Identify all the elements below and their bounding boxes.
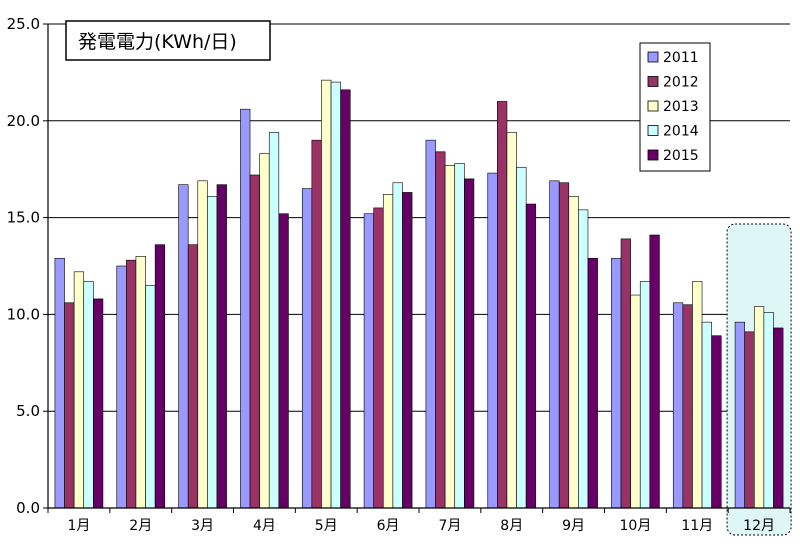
x-tick-label: 8月 [500, 518, 523, 534]
bar-2013-1 [73, 271, 85, 509]
bar-2014-1 [83, 281, 94, 509]
bar-2015-11 [711, 335, 722, 509]
bar-2012-4 [249, 174, 260, 509]
bar-2014-11 [701, 321, 712, 509]
y-tick-label: 15.0 [7, 209, 40, 227]
bar-2012-12 [744, 331, 755, 509]
bar-2013-12 [753, 306, 765, 509]
bar-2013-7 [444, 165, 456, 509]
bar-2015-4 [278, 213, 289, 509]
bar-2014-3 [207, 196, 218, 509]
x-tick-label: 10月 [620, 518, 652, 534]
x-tick-label: 6月 [377, 518, 400, 534]
legend-swatch-2013 [647, 100, 659, 112]
bar-2012-8 [497, 101, 508, 509]
x-tick-label: 3月 [191, 518, 214, 534]
axes [43, 23, 791, 513]
bar-2015-12 [773, 327, 784, 509]
bar-2013-10 [630, 294, 641, 509]
legend-label-2015: 2015 [663, 148, 699, 164]
bar-2012-1 [64, 302, 75, 509]
y-tick-label: 25.0 [7, 15, 40, 33]
x-tick-label: 11月 [681, 518, 713, 534]
bar-2015-8 [525, 203, 537, 509]
bar-2012-2 [126, 259, 137, 509]
bar-2015-10 [649, 234, 660, 509]
bar-2014-10 [639, 281, 651, 509]
bar-2011-7 [425, 139, 436, 509]
bar-2015-9 [587, 257, 598, 509]
bar-2011-1 [54, 257, 65, 509]
bar-2012-7 [435, 151, 446, 509]
bar-2012-5 [311, 139, 322, 509]
x-tick-labels: 1月 2月 3月 4月 5月 6月 7月 8月 9月 10月 11月 12月 [67, 518, 775, 534]
bar-2015-3 [216, 184, 227, 509]
bar-2012-9 [558, 182, 570, 509]
bar-2012-10 [620, 238, 631, 509]
y-tick-label: 10.0 [7, 305, 40, 323]
bar-2013-9 [568, 196, 579, 509]
bar-2011-4 [240, 108, 251, 509]
bar-2011-9 [549, 180, 560, 509]
bar-2014-4 [268, 132, 280, 509]
bar-2013-8 [506, 132, 517, 509]
bar-2013-11 [692, 281, 703, 509]
bar-2012-3 [187, 244, 199, 509]
y-tick-label: 20.0 [7, 112, 40, 130]
bar-2013-6 [382, 194, 394, 509]
bar-2012-11 [682, 304, 693, 509]
y-tick-label: 5.0 [16, 402, 40, 420]
x-tick-label: 1月 [67, 518, 90, 534]
bar-2014-5 [330, 81, 341, 509]
y-tick-labels: 0.0 5.0 10.0 15.0 20.0 25.0 [7, 15, 40, 517]
x-tick-label: 2月 [129, 518, 152, 534]
bar-2011-3 [178, 184, 189, 509]
bar-2011-11 [672, 302, 684, 509]
x-tick-label: 7月 [438, 518, 461, 534]
legend-label-2013: 2013 [663, 99, 699, 115]
bar-2011-12 [734, 321, 745, 509]
y-tick-label: 0.0 [16, 499, 40, 517]
legend: 2011 2012 2013 2014 2015 [639, 42, 711, 172]
bar-2015-5 [340, 89, 351, 509]
bar-2014-8 [516, 166, 527, 509]
chart-title-box: 発電電力(KWh/日) [65, 20, 271, 61]
bar-2011-8 [487, 172, 498, 509]
bar-2014-9 [578, 209, 589, 509]
bar-2014-2 [145, 285, 156, 509]
bar-2013-4 [259, 153, 270, 509]
x-tick-label: 4月 [253, 518, 276, 534]
bar-2013-5 [321, 79, 332, 509]
legend-label-2011: 2011 [663, 50, 699, 66]
legend-swatch-2015 [647, 149, 659, 161]
bar-2011-2 [116, 265, 127, 509]
x-tick-label: 5月 [315, 518, 338, 534]
bar-2015-7 [464, 178, 475, 509]
bar-2011-6 [363, 213, 374, 509]
legend-swatch-2014 [647, 125, 659, 136]
x-tick-label: 9月 [562, 518, 585, 534]
bar-2012-6 [373, 207, 384, 509]
bar-2014-6 [392, 182, 403, 509]
legend-label-2012: 2012 [663, 75, 699, 91]
legend-swatch-2012 [647, 76, 659, 87]
bar-2015-1 [93, 298, 104, 509]
bar-2014-12 [763, 312, 774, 509]
chart-title: 発電電力(KWh/日) [78, 31, 237, 53]
bar-2013-3 [197, 180, 208, 509]
legend-label-2014: 2014 [663, 124, 699, 140]
x-tick-label: 12月 [743, 518, 775, 534]
bars [54, 79, 784, 509]
legend-swatch-2011 [647, 51, 659, 63]
bar-2015-2 [154, 244, 166, 509]
bar-2013-2 [135, 256, 146, 509]
bar-2011-10 [611, 257, 622, 509]
bar-2011-5 [301, 188, 313, 509]
bar-2014-7 [454, 163, 465, 509]
bar-2015-6 [402, 192, 413, 509]
